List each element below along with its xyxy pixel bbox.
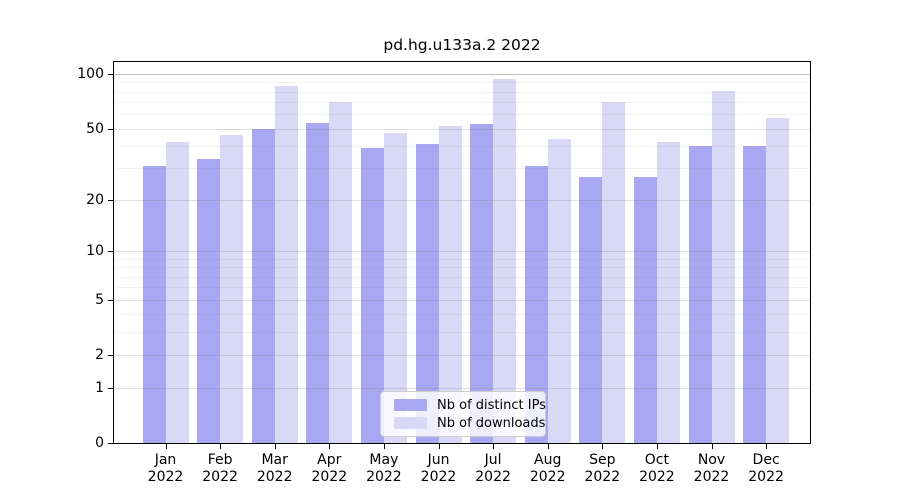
downloads-bar-mar <box>274 85 298 443</box>
x-tick-nov <box>711 444 713 449</box>
distinct-ips-swatch <box>394 399 427 411</box>
x-tick-jun <box>438 444 440 449</box>
gridline-40 <box>114 146 810 148</box>
x-tick-label-mar: Mar 2022 <box>256 452 293 485</box>
y-tick-0 <box>108 443 113 444</box>
gridline-9 <box>114 258 810 260</box>
x-tick-jul <box>493 444 495 449</box>
gridline-100 <box>114 74 810 75</box>
x-tick-label-jun: Jun 2022 <box>420 452 457 485</box>
y-tick-label-20: 20 <box>86 191 104 208</box>
x-tick-sep <box>602 444 604 449</box>
legend: Nb of distinct IPs Nb of downloads <box>380 391 546 437</box>
bars-layer <box>114 62 810 443</box>
x-tick-may <box>383 444 385 449</box>
distinct-ips-bar-sep <box>579 176 603 443</box>
x-tick-label-oct: Oct 2022 <box>639 452 675 485</box>
downloads-bar-apr <box>329 102 353 443</box>
gridline-30 <box>114 168 810 170</box>
y-tick-5 <box>108 299 113 301</box>
gridline-4 <box>114 314 810 316</box>
y-tick-label-100: 100 <box>77 66 104 82</box>
x-tick-label-apr: Apr 2022 <box>311 452 348 485</box>
x-tick-jan <box>165 444 167 449</box>
y-tick-100 <box>108 74 113 75</box>
gridline-80 <box>114 91 810 93</box>
y-tick-1 <box>108 387 113 389</box>
x-tick-label-nov: Nov 2022 <box>693 452 730 485</box>
distinct-ips-bar-feb <box>197 158 221 443</box>
x-tick-label-jan: Jan 2022 <box>147 452 184 485</box>
x-tick-aug <box>547 444 549 449</box>
x-tick-label-feb: Feb 2022 <box>202 452 238 485</box>
x-tick-label-sep: Sep 2022 <box>584 452 621 485</box>
gridline-3 <box>114 332 810 334</box>
x-tick-label-aug: Aug 2022 <box>529 452 566 485</box>
gridline-8 <box>114 267 810 269</box>
chart-title: pd.hg.u133a.2 2022 <box>383 36 541 54</box>
downloads-bar-jul <box>493 78 517 443</box>
legend-label-distinct-ips: Nb of distinct IPs <box>437 397 546 413</box>
gridline-20 <box>114 199 810 201</box>
downloads-bar-aug <box>547 138 571 443</box>
y-tick-label-5: 5 <box>95 291 104 308</box>
gridline-5 <box>114 299 810 301</box>
gridline-1 <box>114 387 810 389</box>
gridline-10 <box>114 251 810 253</box>
gridline-2 <box>114 355 810 357</box>
y-tick-label-10: 10 <box>86 243 104 260</box>
downloads-swatch <box>394 417 427 429</box>
y-tick-50 <box>108 128 113 130</box>
downloads-bar-sep <box>602 102 626 443</box>
gridline-7 <box>114 276 810 278</box>
downloads-bar-dec <box>766 118 790 443</box>
x-tick-label-jul: Jul 2022 <box>475 452 511 485</box>
gridline-6 <box>114 287 810 289</box>
downloads-bar-oct <box>656 142 680 443</box>
y-tick-2 <box>108 355 113 357</box>
distinct-ips-bar-oct <box>633 176 657 443</box>
y-tick-20 <box>108 199 113 201</box>
x-tick-oct <box>656 444 658 449</box>
distinct-ips-bar-mar <box>251 128 275 443</box>
gridlines-layer <box>114 62 810 443</box>
x-tick-label-dec: Dec 2022 <box>748 452 784 485</box>
x-tick-mar <box>274 444 276 449</box>
x-tick-apr <box>329 444 331 449</box>
y-tick-label-50: 50 <box>86 120 104 137</box>
x-tick-dec <box>766 444 768 449</box>
distinct-ips-bar-nov <box>688 146 712 443</box>
y-tick-label-2: 2 <box>95 347 104 364</box>
x-tick-label-may: May 2022 <box>366 452 402 485</box>
downloads-bar-nov <box>711 90 735 443</box>
y-tick-label-1: 1 <box>95 379 104 396</box>
gridline-50 <box>114 128 810 130</box>
downloads-bar-jan <box>165 142 189 443</box>
distinct-ips-bar-dec <box>743 146 767 443</box>
legend-item-downloads: Nb of downloads <box>394 416 545 431</box>
downloads-bar-feb <box>220 135 244 443</box>
plot-area <box>113 61 811 444</box>
legend-label-downloads: Nb of downloads <box>437 415 546 431</box>
gridline-90 <box>114 82 810 84</box>
gridline-70 <box>114 102 810 104</box>
distinct-ips-bar-jan <box>142 165 166 443</box>
y-tick-label-0: 0 <box>95 435 104 451</box>
distinct-ips-bar-apr <box>306 122 330 443</box>
gridline-60 <box>114 114 810 116</box>
x-tick-feb <box>220 444 222 449</box>
legend-item-distinct-ips: Nb of distinct IPs <box>394 397 546 413</box>
y-tick-10 <box>108 251 113 253</box>
